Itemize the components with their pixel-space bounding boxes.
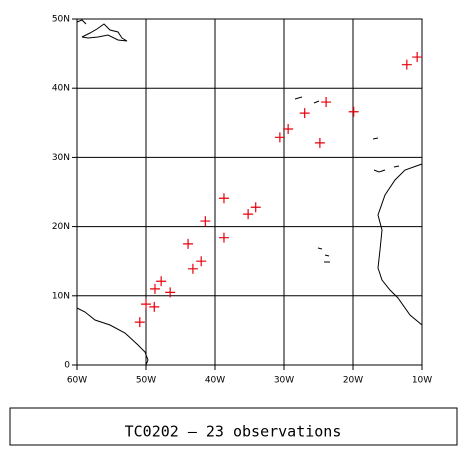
- observation-marker: [149, 301, 160, 312]
- island: [372, 137, 379, 140]
- y-tick-label: 0: [64, 361, 70, 371]
- island: [324, 254, 330, 257]
- x-tick-label: 20W: [343, 376, 363, 386]
- coastlines: [76, 19, 423, 366]
- observation-marker: [314, 137, 325, 148]
- observation-marker: [134, 317, 145, 328]
- observation-marker: [243, 209, 254, 220]
- observation-marker: [156, 276, 167, 287]
- observation-marker: [196, 256, 207, 267]
- caption-box: [9, 407, 458, 446]
- coastline: [76, 307, 149, 366]
- coastline: [81, 23, 128, 42]
- observation-marker: [348, 106, 359, 117]
- island: [373, 169, 386, 173]
- coastline: [76, 19, 87, 25]
- observation-marker: [200, 216, 211, 227]
- observation-marker: [321, 97, 332, 108]
- observation-marker: [412, 52, 423, 63]
- axes: 60W 50W 40W 30W 20W 10W 0 10N 20N 30N 40N 50N: [52, 15, 432, 386]
- island: [393, 165, 400, 168]
- caption: TC0202 – 23 observations: [125, 423, 342, 441]
- y-tick-label: 10N: [52, 291, 70, 301]
- y-tick-label: 20N: [52, 222, 70, 232]
- observation-marker: [187, 263, 198, 274]
- observation-marker: [218, 193, 229, 204]
- island: [313, 100, 320, 104]
- plot-frame: [76, 18, 423, 366]
- x-tick-label: 10W: [412, 376, 432, 386]
- observation-marker: [218, 232, 229, 243]
- coastline: [377, 163, 423, 326]
- observation-marker: [141, 299, 151, 310]
- x-tick-label: 60W: [67, 376, 87, 386]
- x-tick-label: 50W: [136, 376, 156, 386]
- observation-marker: [401, 59, 412, 70]
- markers: [134, 52, 423, 328]
- observation-marker: [250, 202, 261, 213]
- observation-marker: [165, 287, 176, 298]
- x-tick-label: 40W: [205, 376, 225, 386]
- x-tick-label: 30W: [274, 376, 294, 386]
- island: [294, 96, 303, 100]
- observation-marker: [299, 108, 310, 119]
- y-tick-label: 40N: [52, 84, 70, 94]
- island: [317, 247, 323, 250]
- y-tick-label: 30N: [52, 153, 70, 163]
- observation-marker: [149, 283, 160, 294]
- observation-marker: [283, 124, 294, 135]
- observation-marker: [183, 238, 194, 249]
- y-tick-label: 50N: [52, 15, 70, 25]
- observation-marker: [274, 132, 285, 143]
